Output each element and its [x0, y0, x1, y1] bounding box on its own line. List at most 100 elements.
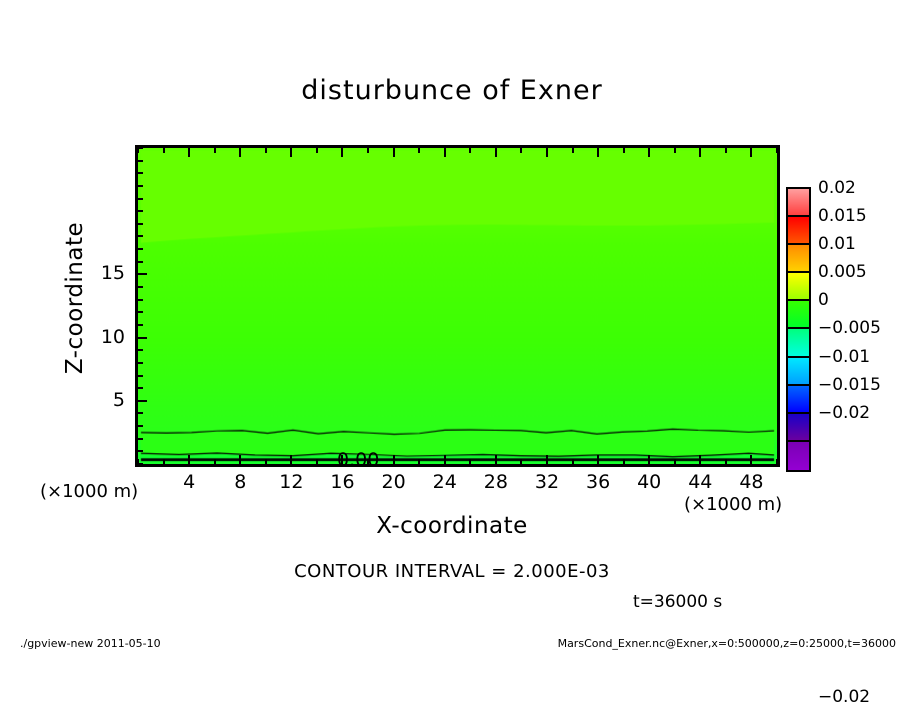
y-tick — [138, 311, 143, 314]
x-tick-top — [520, 148, 523, 153]
x-tick — [673, 459, 676, 464]
x-tick — [724, 459, 727, 464]
x-units-right-label: (×1000 m) — [684, 494, 783, 515]
x-tick — [699, 455, 702, 464]
colorbar-band-8: −0.02 — [788, 403, 870, 442]
x-tick-top — [137, 148, 139, 153]
colorbar-band-0: 0.02 — [788, 178, 856, 218]
y-tick — [138, 235, 143, 238]
x-tick-top — [418, 148, 421, 153]
x-tick-top — [648, 148, 651, 157]
x-tick — [418, 459, 421, 464]
colorbar-band-1: 0.015 — [788, 206, 867, 246]
colorbar-tick-label: −0.02 — [818, 402, 871, 423]
x-tick-top — [699, 148, 702, 157]
x-tick-label: 12 — [279, 471, 304, 493]
x-tick-label: 20 — [381, 471, 406, 493]
y-tick — [138, 336, 147, 339]
footer-source-label: MarsCond_Exner.nc@Exner,x=0:500000,z=0:2… — [557, 637, 896, 650]
y-tick — [138, 172, 143, 175]
y-tick — [138, 222, 143, 225]
x-tick-label: 28 — [483, 471, 508, 493]
y-tick — [138, 197, 143, 200]
x-tick — [520, 459, 523, 464]
y-tick — [138, 412, 143, 415]
colorbar-band-7: −0.015 — [788, 375, 881, 414]
x-tick — [776, 459, 778, 464]
x-tick-top — [239, 148, 242, 157]
x-tick — [597, 455, 600, 464]
x-tick-label: 16 — [330, 471, 355, 493]
x-tick-label: 44 — [688, 471, 713, 493]
y-tick — [138, 463, 143, 465]
y-tick — [138, 437, 143, 440]
x-tick-label: 40 — [637, 471, 662, 493]
x-tick-top — [315, 148, 318, 153]
x-tick — [469, 459, 472, 464]
x-tick — [315, 459, 318, 464]
colorbar: 0.02 0.015 0.01 0.005 0 −0.005 −0.01 −0.015 −0.0… — [786, 178, 881, 707]
x-tick-label: 8 — [234, 471, 247, 493]
footer-command-label: ./gpview-new 2011-05-10 — [20, 637, 161, 650]
y-tick — [138, 159, 143, 162]
time-label: t=36000 s — [633, 592, 723, 612]
colorbar-tick-label: 0 — [818, 290, 829, 311]
x-tick — [571, 459, 574, 464]
plot-area — [135, 145, 780, 467]
y-tick — [138, 273, 147, 276]
x-tick — [494, 455, 497, 464]
y-tick — [138, 399, 147, 402]
x-tick-top — [213, 148, 216, 153]
x-tick-top — [162, 148, 165, 153]
colorbar-band-2: 0.01 — [788, 234, 856, 274]
x-tick-top — [724, 148, 727, 153]
colorbar-tick-label: 0.015 — [818, 206, 867, 227]
y-tick — [138, 425, 143, 428]
x-tick — [162, 459, 165, 464]
x-tick-label: 48 — [739, 471, 764, 493]
x-tick — [137, 459, 139, 464]
y-tick — [138, 361, 143, 364]
y-tick — [138, 450, 143, 453]
x-tick-top — [264, 148, 267, 153]
x-tick — [443, 455, 446, 464]
y-tick — [138, 248, 143, 251]
y-tick — [138, 349, 143, 352]
x-tick-top — [494, 148, 497, 157]
x-tick — [392, 455, 395, 464]
x-tick-top — [750, 148, 753, 157]
x-tick-top — [597, 148, 600, 157]
x-tick — [367, 459, 370, 464]
y-tick — [138, 323, 143, 326]
contour-plot-canvas — [138, 148, 777, 464]
x-tick — [239, 455, 242, 464]
colorbar-tick-label: 0.01 — [818, 234, 856, 255]
x-tick-top — [443, 148, 446, 157]
colorbar-tick-label: 0.005 — [818, 262, 867, 283]
x-tick-top — [469, 148, 472, 153]
x-tick-top — [571, 148, 574, 153]
x-tick — [750, 455, 753, 464]
y-tick-label: 10 — [100, 325, 125, 348]
x-tick-top — [673, 148, 676, 153]
colorbar-band-6: −0.01 — [788, 347, 870, 386]
y-tick — [138, 260, 143, 263]
page-title: disturbunce of Exner — [301, 75, 603, 106]
x-tick — [622, 459, 625, 464]
y-tick-label: 15 — [100, 262, 125, 285]
contour-interval-label: CONTOUR INTERVAL = 2.000E-03 — [294, 561, 610, 582]
x-tick-top — [545, 148, 548, 157]
colorbar-tick-label: −0.005 — [818, 318, 881, 339]
y-tick — [138, 210, 143, 213]
x-tick — [545, 455, 548, 464]
colorbar-band-5: −0.005 — [788, 318, 881, 358]
x-tick-label: 32 — [534, 471, 560, 493]
y-tick — [138, 286, 143, 289]
y-tick — [138, 184, 143, 187]
x-tick — [648, 455, 651, 464]
x-tick — [341, 455, 344, 464]
x-tick-top — [341, 148, 344, 157]
x-tick-label: 4 — [183, 471, 196, 493]
y-tick — [138, 298, 143, 301]
x-tick-top — [776, 148, 778, 153]
